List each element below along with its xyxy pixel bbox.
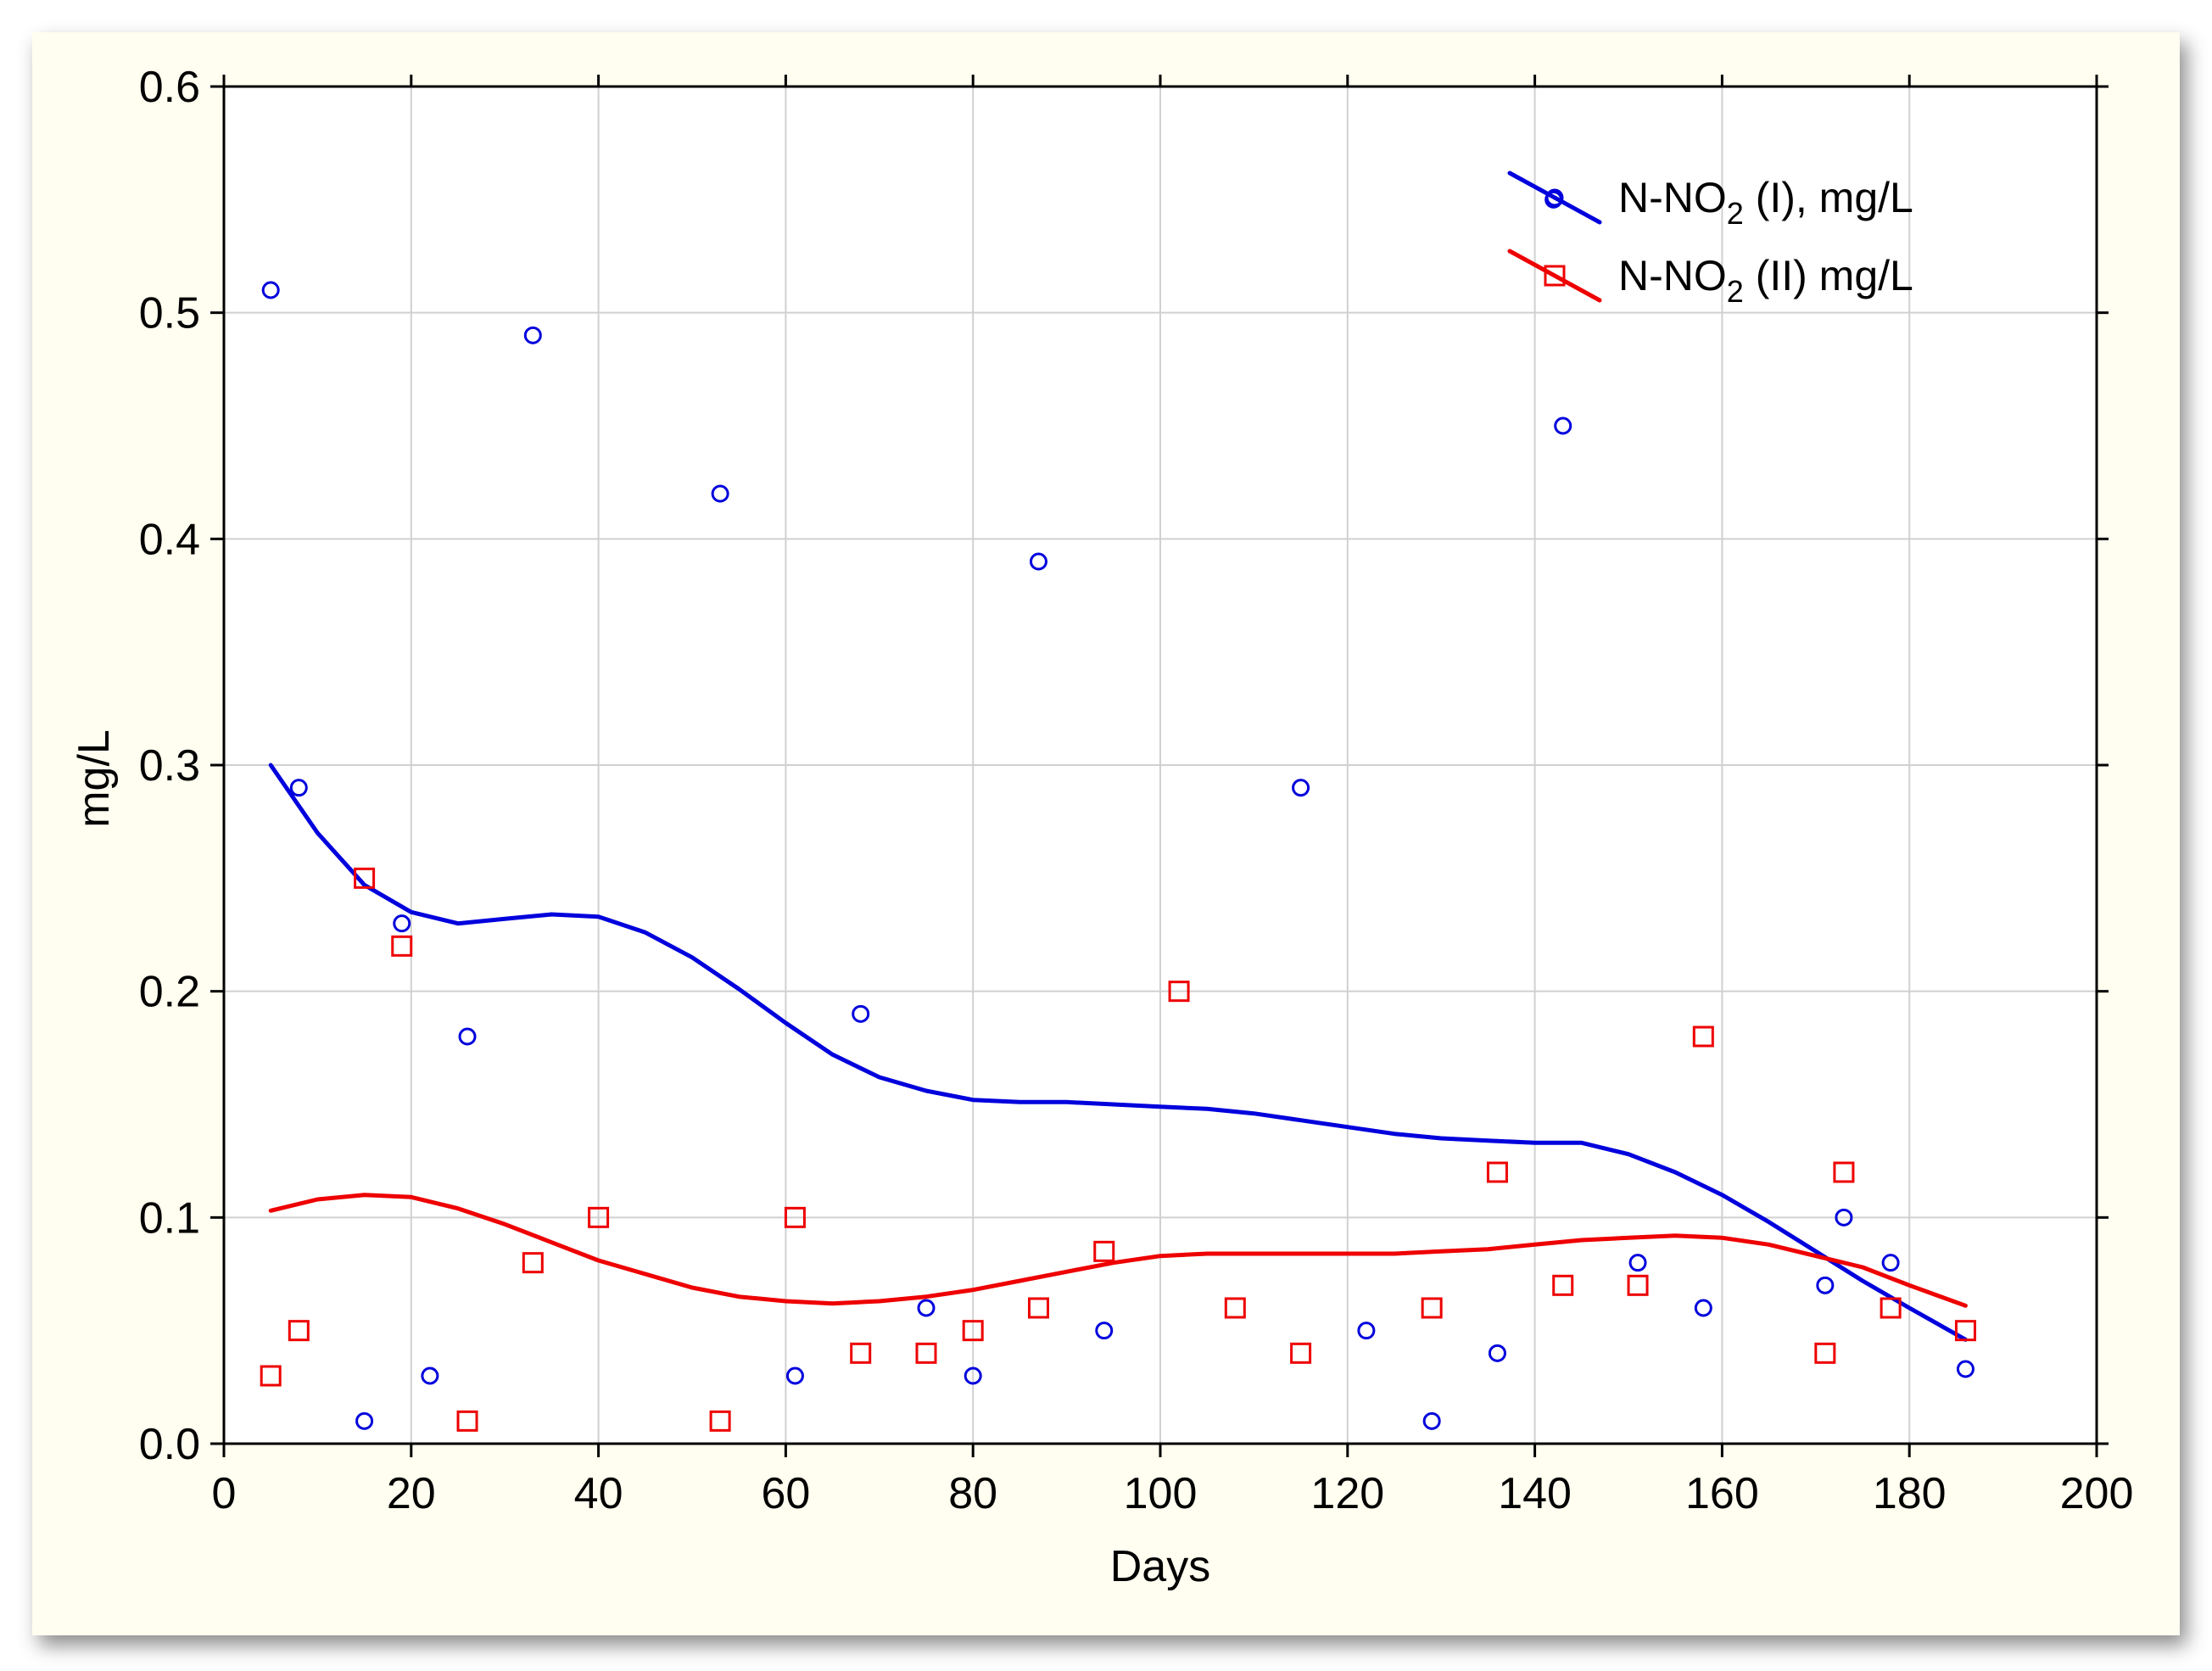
legend-marker-series-1 [1545,188,1564,207]
data-point-series-1 [1029,552,1047,571]
data-point-series-2 [1093,1240,1115,1262]
data-point-series-1 [711,484,729,503]
y-tick-label: 0.4 [139,515,200,564]
data-point-series-2 [1027,1297,1049,1319]
data-point-series-2 [1880,1297,1902,1319]
data-point-series-1 [393,914,411,933]
data-point-series-2 [709,1410,731,1432]
data-point-series-1 [1422,1411,1441,1430]
y-tick-label: 0.5 [139,289,200,338]
x-tick-label: 60 [761,1469,810,1518]
y-tick-label: 0.0 [139,1420,200,1469]
data-point-series-1 [289,779,308,797]
legend-label-series-2: N-NO2 (II) mg/L [1618,252,1913,309]
data-point-series-1 [1488,1344,1506,1362]
data-point-series-1 [785,1366,804,1385]
data-point-series-1 [1628,1254,1647,1272]
data-point-series-2 [1954,1320,1976,1342]
y-tick-label: 0.2 [139,968,200,1017]
data-point-series-2 [260,1365,282,1387]
data-point-series-1 [1835,1208,1853,1227]
data-point-series-1 [1816,1276,1835,1294]
data-point-series-1 [421,1366,439,1385]
data-point-series-2 [962,1320,984,1342]
data-point-series-1 [1292,779,1310,797]
data-point-series-2 [1552,1274,1574,1296]
fit-curves [268,763,1968,1342]
x-tick-label: 180 [1873,1469,1947,1518]
x-tick-label: 40 [574,1469,623,1518]
data-point-series-1 [1956,1360,1975,1378]
data-point-series-2 [1814,1342,1836,1364]
chart: 0 20 40 60 80 100 120 140 160 180 200 0.0 0.1 0.2 0.3 0… [70,63,2134,1591]
x-tick-label: 160 [1685,1469,1759,1518]
data-point-series-1 [1357,1322,1376,1340]
x-axis-title: Days [1110,1542,1210,1591]
data-point-series-2 [1833,1161,1855,1183]
legend-label-series-1: N-NO2 (I), mg/L [1618,174,1913,231]
x-tick-label: 100 [1124,1469,1198,1518]
data-point-series-2 [850,1342,872,1364]
data-point-series-2 [1290,1342,1312,1364]
data-point-series-2 [1224,1297,1246,1319]
data-point-series-1 [1881,1254,1900,1272]
fit-curve-series-1 [268,763,1968,1342]
y-tick-label: 0.6 [139,63,200,112]
data-point-series-2 [1486,1161,1508,1183]
data-point-series-1 [964,1366,982,1385]
x-tick-label: 140 [1498,1469,1572,1518]
data-points [260,190,1976,1432]
x-tick-label: 20 [387,1469,436,1518]
axes: 0 20 40 60 80 100 120 140 160 180 200 0.0 0.1 0.2 0.3 0… [139,63,2134,1518]
x-tick-label: 80 [948,1469,997,1518]
data-point-series-2 [391,935,413,957]
data-point-series-2 [456,1410,478,1432]
data-point-series-1 [355,1411,374,1430]
data-point-series-2 [1168,981,1190,1003]
data-point-series-1 [1095,1322,1114,1340]
data-point-series-1 [261,281,280,299]
y-tick-label: 0.1 [139,1193,200,1243]
data-point-series-2 [1692,1026,1714,1048]
data-point-series-2 [522,1252,544,1274]
data-point-series-2 [588,1206,610,1228]
fit-curve-series-2 [268,1193,1968,1308]
data-point-series-1 [852,1004,870,1023]
legend: N-NO2 (I), mg/L N-NO2 (II) mg/L [1507,170,1913,309]
legend-line-series-2 [1507,249,1602,303]
data-point-series-1 [523,326,542,344]
data-point-series-2 [915,1342,937,1364]
data-point-series-1 [1554,416,1572,435]
gridlines [224,87,2097,1444]
data-point-series-1 [917,1299,936,1317]
data-point-series-2 [288,1320,310,1342]
legend-marker-series-2 [1544,265,1566,287]
x-tick-label: 200 [2060,1469,2134,1518]
data-point-series-1 [1694,1299,1712,1317]
y-axis-title: mg/L [70,729,119,828]
chart-frame: 0 20 40 60 80 100 120 140 160 180 200 0.0 0.1 0.2 0.3 0… [32,32,2180,1635]
legend-line-series-1 [1507,170,1602,225]
y-tick-label: 0.3 [139,741,200,791]
data-point-series-2 [1421,1297,1443,1319]
x-tick-label: 120 [1310,1469,1384,1518]
data-point-series-2 [784,1206,806,1228]
data-point-series-2 [1627,1274,1649,1296]
x-tick-label: 0 [212,1469,237,1518]
data-point-series-2 [354,867,376,889]
data-point-series-1 [458,1027,477,1046]
